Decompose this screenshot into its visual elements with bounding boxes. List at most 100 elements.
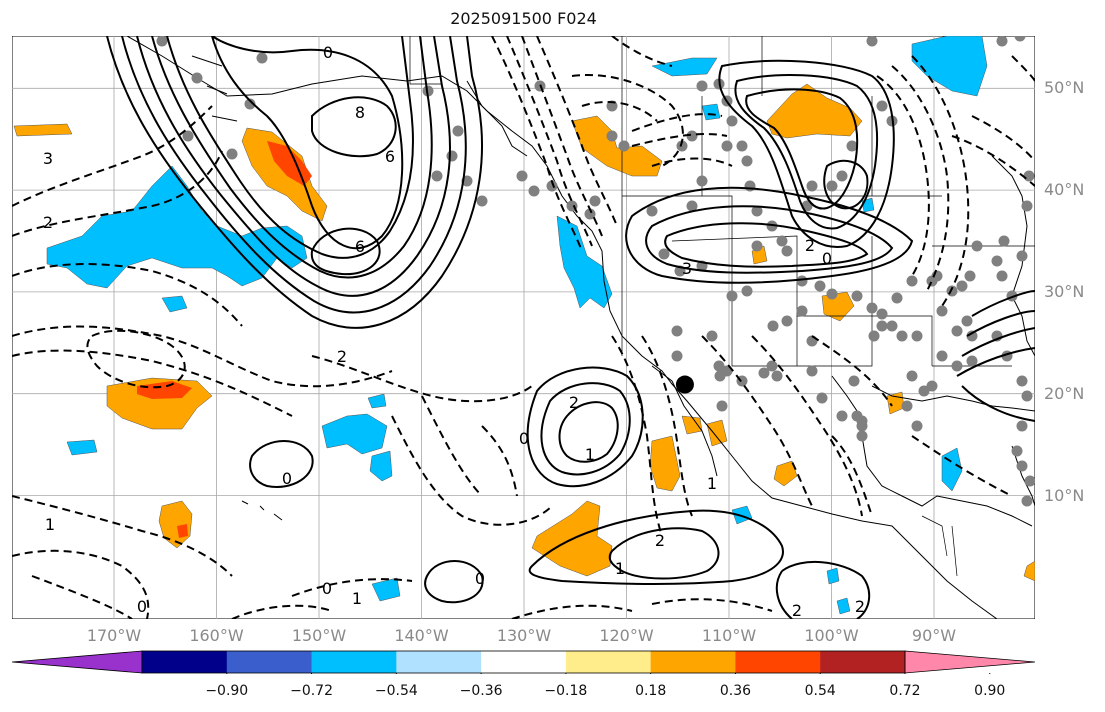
station-dot	[741, 155, 753, 167]
station-dot	[966, 330, 978, 342]
station-dot	[846, 140, 858, 152]
station-dot	[1024, 475, 1035, 487]
map-panel: 0 8 6 6 2 2 1 0 2 3 2 0 2 0 1 0 1 0 1 2 …	[12, 36, 1035, 619]
station-dot	[951, 360, 963, 372]
colorbar-segment	[226, 651, 313, 673]
longitude-label: 150°W	[291, 626, 347, 645]
station-dot	[966, 355, 978, 367]
station-dot	[876, 100, 888, 112]
station-dot	[696, 80, 708, 92]
station-dot	[606, 130, 618, 142]
station-dot	[891, 292, 903, 304]
station-dot	[758, 367, 770, 379]
latitude-label: 10°N	[1044, 485, 1085, 505]
station-dot	[776, 235, 788, 247]
station-dot	[918, 385, 930, 397]
contour-label: 2	[43, 213, 53, 232]
station-dot	[516, 170, 528, 182]
colorbar-segment	[565, 651, 652, 673]
station-dot	[936, 350, 948, 362]
station-dot	[816, 392, 828, 404]
latitude-label: 50°N	[1044, 78, 1085, 98]
colorbar-extend-max	[904, 650, 1035, 674]
station-dot	[866, 302, 878, 314]
station-dot	[796, 275, 808, 287]
station-dot	[1014, 36, 1026, 42]
contour-label: 2	[855, 597, 865, 616]
contour-label: 1	[352, 589, 362, 608]
contour-label: 2	[569, 393, 579, 412]
black-dot-marker	[675, 375, 694, 394]
solid-contours	[106, 36, 1035, 619]
station-dot	[826, 288, 838, 300]
station-dot	[848, 375, 860, 387]
station-dot	[446, 150, 458, 162]
contour-label: 8	[355, 103, 365, 122]
colorbar-segment	[481, 651, 567, 673]
colorbar-tick-label: −0.18	[544, 683, 588, 699]
station-dot	[781, 245, 793, 257]
station-dot	[901, 400, 913, 412]
station-dot	[256, 52, 268, 64]
station-dot	[911, 420, 923, 432]
station-dot	[886, 320, 898, 332]
colorbar-tick-label: 0.18	[635, 683, 667, 699]
station-dot	[996, 36, 1008, 47]
station-dot	[936, 305, 948, 317]
contour-label: 2	[792, 601, 802, 619]
longitude-label: 90°W	[911, 626, 957, 645]
station-dot	[716, 400, 728, 412]
chart-title: 2025091500 F024	[450, 9, 597, 28]
station-dot	[896, 330, 908, 342]
contour-label: 1	[615, 559, 625, 578]
station-dot	[876, 308, 888, 320]
station-dot	[771, 370, 783, 382]
station-dot	[906, 275, 918, 287]
contour-label: 6	[355, 237, 365, 256]
longitude-label: 130°W	[496, 626, 552, 645]
station-dot	[911, 330, 923, 342]
station-dot	[671, 325, 683, 337]
contour-label: 1	[585, 445, 595, 464]
station-dot	[696, 175, 708, 187]
station-dot	[806, 365, 818, 377]
colorbar-tick-label: −0.54	[374, 683, 418, 699]
contour-label: 0	[475, 569, 485, 588]
station-dot	[951, 325, 963, 337]
station-dot	[956, 280, 968, 292]
station-dot	[851, 410, 863, 422]
station-dot	[868, 330, 880, 342]
station-dot	[1016, 460, 1028, 472]
station-dot	[814, 280, 826, 292]
station-dot	[1016, 375, 1028, 387]
longitude-label: 140°W	[394, 626, 449, 645]
station-dot	[721, 140, 733, 152]
station-dot	[744, 180, 756, 192]
station-dot	[866, 36, 878, 47]
colorbar	[12, 650, 1035, 674]
station-dot	[1016, 250, 1028, 262]
longitude-label: 110°W	[701, 626, 757, 645]
contour-labels: 0 8 6 6 2 2 1 0 2 3 2 0 2 0 1 0 1 0 1 2 …	[43, 43, 865, 619]
station-dot	[528, 185, 540, 197]
station-dot	[851, 290, 863, 302]
station-dot	[182, 130, 194, 142]
contour-label: 0	[137, 597, 147, 616]
contour-label: 0	[822, 249, 832, 268]
latitude-label: 30°N	[1044, 281, 1085, 301]
station-dot	[726, 115, 738, 127]
colorbar-tick-label: 0.72	[889, 683, 921, 699]
contour-label: 1	[707, 474, 717, 493]
station-dot	[618, 140, 630, 152]
station-dot	[998, 235, 1010, 247]
contour-label: 0	[519, 429, 529, 448]
station-dot	[476, 195, 488, 207]
station-dot	[658, 248, 670, 260]
colorbar-border	[141, 650, 906, 674]
station-dot	[876, 320, 888, 332]
station-dot	[836, 410, 848, 422]
station-dot	[706, 330, 718, 342]
station-dot	[767, 320, 779, 332]
station-dot	[191, 72, 203, 84]
station-dot	[226, 148, 238, 160]
